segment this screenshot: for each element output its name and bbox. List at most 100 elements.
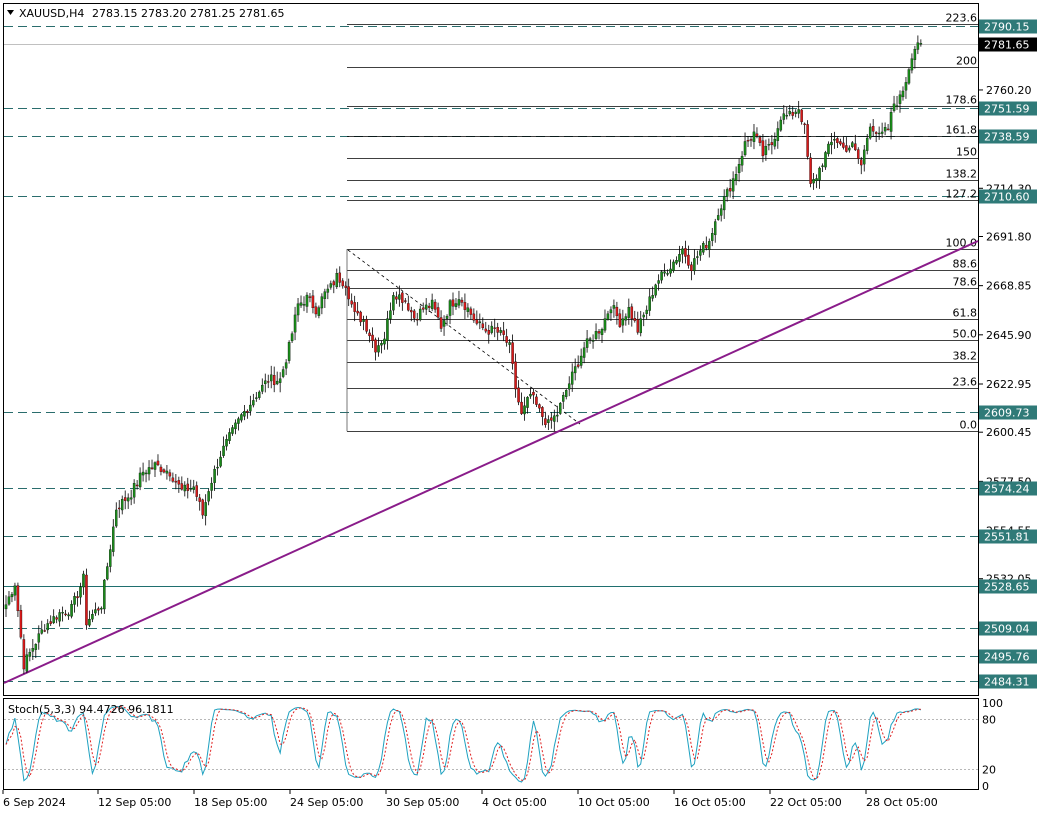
candle-body xyxy=(666,273,669,275)
dropdown-triangle-icon[interactable] xyxy=(7,10,14,15)
candle-body xyxy=(860,159,863,166)
price-tick-label: 2760.20 xyxy=(986,84,1032,97)
candle-body xyxy=(708,241,711,250)
candle-body xyxy=(195,485,198,497)
candle-body xyxy=(13,585,17,596)
fib-diagonal-line xyxy=(347,249,581,425)
candle-body xyxy=(567,383,571,390)
current-price-tag xyxy=(979,37,1037,52)
candle-body xyxy=(183,484,187,492)
candle-body xyxy=(258,391,261,398)
candle-body xyxy=(660,271,663,281)
candle-body xyxy=(719,208,723,216)
candle-body xyxy=(341,280,344,287)
level-tag-label: 2790.15 xyxy=(984,21,1030,34)
candle-body xyxy=(761,140,765,157)
candle-body xyxy=(222,445,225,456)
candle-body xyxy=(606,313,610,320)
candle-body xyxy=(752,131,756,142)
candle-body xyxy=(782,113,786,120)
candle-body xyxy=(213,468,216,483)
candle-body xyxy=(812,179,815,184)
candle-body xyxy=(868,126,872,139)
candle-body xyxy=(535,396,538,405)
fib-level-label: 138.2 xyxy=(946,168,978,181)
candle-body xyxy=(794,111,797,114)
level-tag xyxy=(979,101,1037,116)
candle-body xyxy=(415,319,419,321)
candle-body xyxy=(645,309,648,314)
candles-layer xyxy=(4,35,923,675)
candle-body xyxy=(505,336,508,343)
level-tag-label: 2574.24 xyxy=(984,483,1030,496)
fib-level-label: 78.6 xyxy=(953,276,978,289)
level-tag xyxy=(979,481,1037,496)
candle-body xyxy=(264,380,267,385)
stoch-tick-label: 0 xyxy=(982,780,989,793)
candle-body xyxy=(91,614,94,620)
candle-body xyxy=(672,261,675,271)
candle-body xyxy=(809,157,812,184)
candle-body xyxy=(296,303,300,316)
candle-body xyxy=(588,338,592,340)
fib-level-label: 178.6 xyxy=(946,94,978,107)
price-tick-label: 2691.80 xyxy=(986,230,1032,243)
candle-body xyxy=(615,306,619,317)
candle-body xyxy=(4,604,8,610)
candle-body xyxy=(237,418,240,424)
candle-body xyxy=(731,178,735,192)
time-tick-label: 24 Sep 05:00 xyxy=(290,796,363,809)
candle-body xyxy=(901,90,905,98)
time-tick-label: 16 Oct 05:00 xyxy=(674,796,746,809)
candle-body xyxy=(737,164,741,174)
candle-body xyxy=(591,340,595,342)
candle-body xyxy=(886,128,890,131)
candle-body xyxy=(636,319,640,333)
level-tag xyxy=(979,405,1037,420)
candle-body xyxy=(404,300,407,302)
price-tick-label: 2622.95 xyxy=(986,378,1032,391)
level-tags-layer: 2790.15 2751.59 2738.59 2710.60 2609.73 2574.… xyxy=(979,19,1037,689)
candle-body xyxy=(103,579,106,610)
level-tag xyxy=(979,674,1037,689)
candle-body xyxy=(889,112,893,132)
candle-body xyxy=(365,319,368,332)
candle-body xyxy=(883,127,887,132)
candle-body xyxy=(338,272,342,283)
candle-body xyxy=(255,397,258,399)
candle-body xyxy=(329,283,333,288)
candle-body xyxy=(275,380,279,385)
candle-body xyxy=(180,483,184,490)
candle-body xyxy=(433,301,437,310)
fib-level-label: 0.0 xyxy=(960,419,978,432)
candle-body xyxy=(913,48,917,60)
candle-body xyxy=(722,196,726,211)
candle-body xyxy=(746,140,750,142)
candle-body xyxy=(460,299,464,303)
candle-body xyxy=(824,152,827,168)
candle-body xyxy=(165,470,169,474)
candle-body xyxy=(454,303,458,308)
candle-body xyxy=(28,651,32,657)
candle-body xyxy=(529,393,532,397)
candle-body xyxy=(693,258,696,272)
stochastic-label: Stoch(5,3,3) 94.4726 96.1811 xyxy=(8,703,174,716)
candle-body xyxy=(252,400,255,406)
candle-body xyxy=(800,109,803,123)
stochastic-layer: 100 80 20 0 xyxy=(4,697,1003,793)
candle-body xyxy=(496,327,499,333)
candle-body xyxy=(818,167,821,181)
candle-body xyxy=(368,332,371,337)
level-tag-label: 2484.31 xyxy=(984,676,1030,689)
candle-body xyxy=(317,307,321,316)
candle-body xyxy=(600,329,604,335)
candle-body xyxy=(156,460,160,466)
candle-body xyxy=(144,472,148,475)
candle-body xyxy=(740,155,744,166)
candle-body xyxy=(630,306,634,320)
candle-body xyxy=(654,284,657,296)
candle-body xyxy=(100,607,103,610)
candle-body xyxy=(389,310,392,320)
